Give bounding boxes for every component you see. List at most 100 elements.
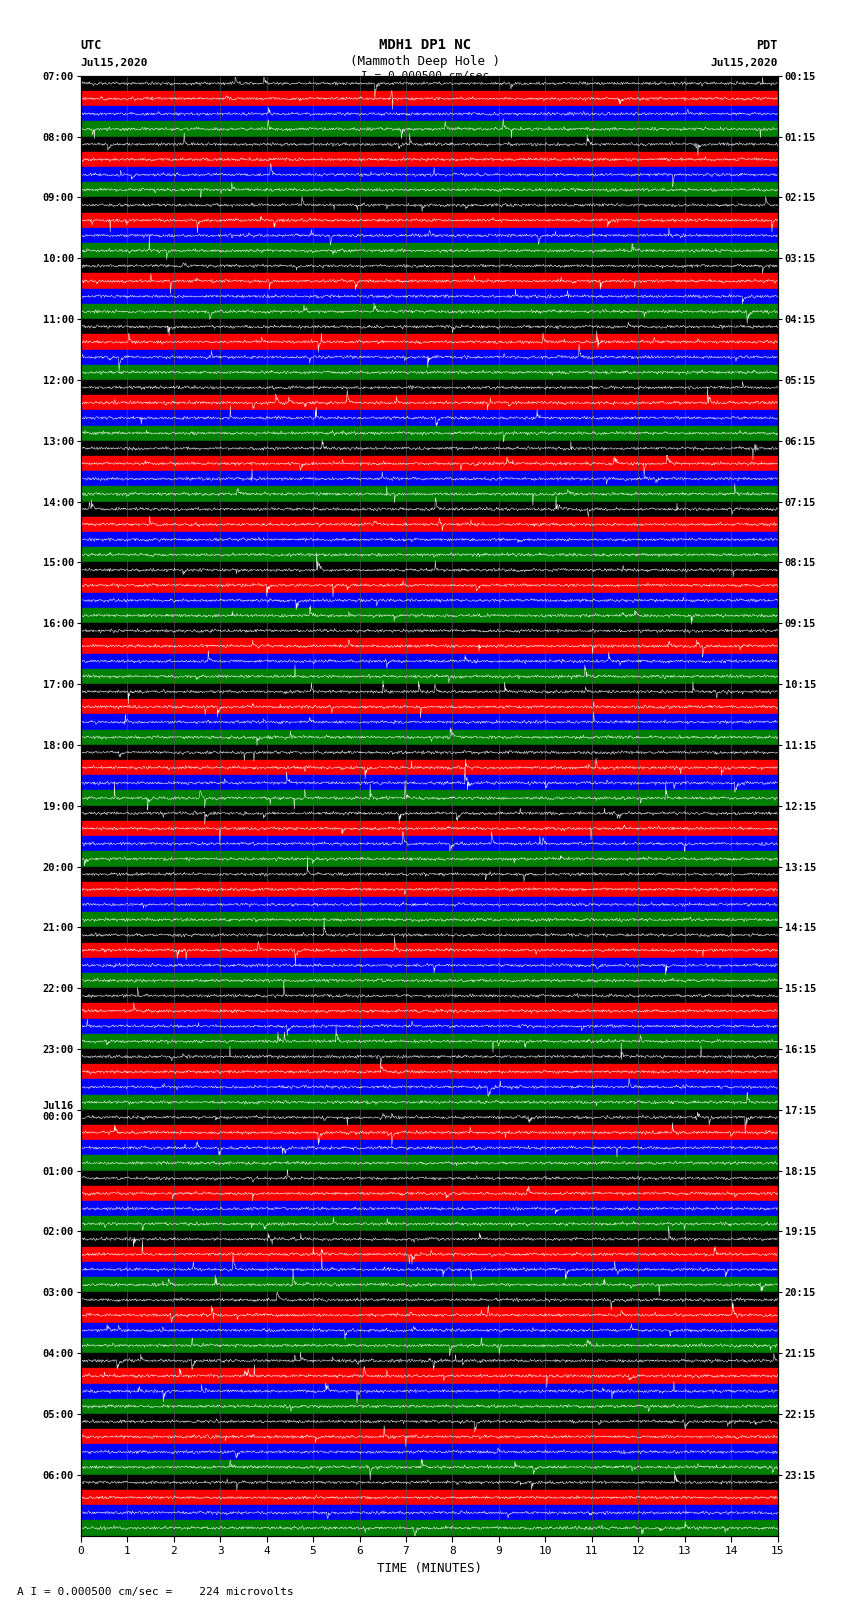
Bar <box>81 866 778 882</box>
Bar <box>81 684 778 700</box>
Bar <box>81 776 778 790</box>
Bar <box>81 623 778 639</box>
Bar <box>81 669 778 684</box>
Bar <box>81 608 778 623</box>
Bar <box>81 1415 778 1429</box>
Bar <box>81 1398 778 1415</box>
Bar <box>81 1261 778 1277</box>
Bar <box>81 577 778 594</box>
Bar <box>81 258 778 274</box>
Bar <box>81 152 778 168</box>
Bar <box>81 563 778 577</box>
Bar <box>81 1202 778 1216</box>
Bar <box>81 1460 778 1474</box>
Bar <box>81 715 778 729</box>
Bar <box>81 1231 778 1247</box>
Bar <box>81 973 778 989</box>
Bar <box>81 334 778 350</box>
Bar <box>81 289 778 303</box>
Bar <box>81 365 778 381</box>
Bar <box>81 594 778 608</box>
Bar <box>81 1308 778 1323</box>
Bar <box>81 182 778 197</box>
Bar <box>81 90 778 106</box>
Bar <box>81 1521 778 1536</box>
Bar <box>81 1079 778 1095</box>
Bar <box>81 1490 778 1505</box>
Bar <box>81 76 778 90</box>
Bar <box>81 471 778 487</box>
Bar <box>81 911 778 927</box>
Bar <box>81 303 778 319</box>
Text: A I = 0.000500 cm/sec =    224 microvolts: A I = 0.000500 cm/sec = 224 microvolts <box>17 1587 294 1597</box>
Bar <box>81 1110 778 1124</box>
Bar <box>81 1034 778 1048</box>
Bar <box>81 1277 778 1292</box>
X-axis label: TIME (MINUTES): TIME (MINUTES) <box>377 1561 482 1574</box>
Bar <box>81 729 778 745</box>
Text: UTC: UTC <box>81 39 102 52</box>
Bar <box>81 137 778 152</box>
Bar <box>81 426 778 440</box>
Bar <box>81 927 778 942</box>
Bar <box>81 806 778 821</box>
Bar <box>81 639 778 653</box>
Bar <box>81 700 778 715</box>
Bar <box>81 790 778 806</box>
Bar <box>81 516 778 532</box>
Bar <box>81 1216 778 1231</box>
Bar <box>81 1171 778 1186</box>
Bar <box>81 168 778 182</box>
Bar <box>81 532 778 547</box>
Bar <box>81 1429 778 1444</box>
Bar <box>81 1048 778 1065</box>
Bar <box>81 897 778 911</box>
Bar <box>81 1247 778 1261</box>
Text: PDT: PDT <box>756 39 778 52</box>
Bar <box>81 274 778 289</box>
Bar <box>81 1337 778 1353</box>
Bar <box>81 1353 778 1368</box>
Bar <box>81 1186 778 1202</box>
Bar <box>81 350 778 365</box>
Bar <box>81 1003 778 1018</box>
Bar <box>81 1018 778 1034</box>
Bar <box>81 213 778 227</box>
Bar <box>81 958 778 973</box>
Bar <box>81 836 778 852</box>
Bar <box>81 653 778 669</box>
Bar <box>81 1323 778 1337</box>
Bar <box>81 989 778 1003</box>
Bar <box>81 1505 778 1521</box>
Bar <box>81 244 778 258</box>
Bar <box>81 410 778 426</box>
Bar <box>81 1155 778 1171</box>
Bar <box>81 1444 778 1460</box>
Bar <box>81 1368 778 1384</box>
Bar <box>81 487 778 502</box>
Bar <box>81 547 778 563</box>
Bar <box>81 1095 778 1110</box>
Bar <box>81 1140 778 1155</box>
Text: I = 0.000500 cm/sec: I = 0.000500 cm/sec <box>361 71 489 81</box>
Text: Jul15,2020: Jul15,2020 <box>711 58 778 68</box>
Bar <box>81 227 778 244</box>
Bar <box>81 745 778 760</box>
Bar <box>81 106 778 121</box>
Bar <box>81 1384 778 1398</box>
Bar <box>81 852 778 866</box>
Bar <box>81 319 778 334</box>
Bar <box>81 821 778 836</box>
Bar <box>81 121 778 137</box>
Bar <box>81 395 778 410</box>
Text: MDH1 DP1 NC: MDH1 DP1 NC <box>379 37 471 52</box>
Bar <box>81 440 778 456</box>
Bar <box>81 882 778 897</box>
Text: (Mammoth Deep Hole ): (Mammoth Deep Hole ) <box>350 55 500 68</box>
Text: Jul15,2020: Jul15,2020 <box>81 58 148 68</box>
Bar <box>81 1124 778 1140</box>
Bar <box>81 760 778 776</box>
Bar <box>81 502 778 516</box>
Bar <box>81 1474 778 1490</box>
Bar <box>81 456 778 471</box>
